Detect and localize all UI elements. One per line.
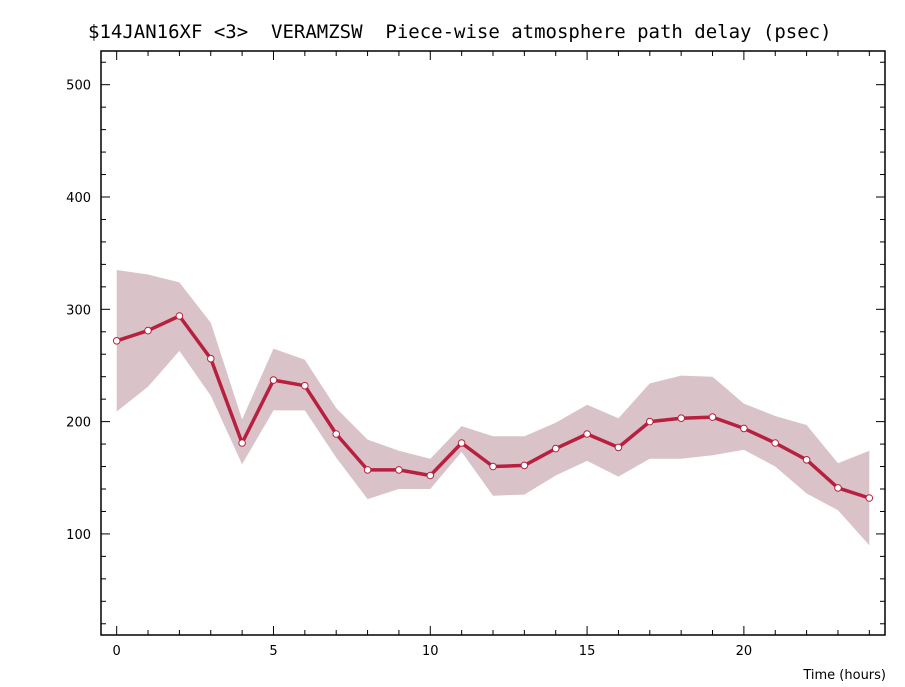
data-point: [646, 417, 654, 426]
x-axis-label: Time (hours): [802, 668, 886, 683]
data-point: [865, 494, 874, 502]
data-point: [583, 430, 591, 438]
data-point: [457, 439, 466, 447]
data-point: [363, 466, 372, 474]
chart-title: $14JAN16XF <3> VERAMZSW Piece-wise atmos…: [88, 21, 832, 43]
y-tick-label: 300: [66, 303, 91, 318]
data-point: [802, 456, 811, 464]
axis-ticks: [101, 51, 885, 635]
series-points-layer: [112, 312, 874, 502]
plot-frame: [100, 50, 886, 636]
data-point: [175, 312, 184, 320]
data-point: [332, 430, 341, 438]
data-point: [269, 376, 278, 384]
y-tick-label: 100: [66, 528, 91, 543]
data-point: [112, 337, 121, 345]
data-point: [551, 444, 560, 453]
x-tick-labels: 0 5 10 15 20: [113, 644, 753, 659]
data-point: [207, 354, 215, 363]
data-point: [834, 484, 842, 492]
data-point: [614, 443, 623, 452]
data-point: [301, 381, 309, 390]
y-tick-label: 400: [66, 191, 91, 206]
error-band: [116, 270, 870, 546]
x-tick-label: 0: [113, 644, 121, 659]
error-band-layer: [116, 270, 870, 546]
data-point: [144, 326, 152, 335]
y-tick-labels: 100 200 300 400 500: [66, 79, 91, 543]
data-point: [740, 424, 748, 433]
data-point: [520, 461, 529, 470]
y-tick-label: 500: [66, 79, 91, 94]
x-tick-label: 20: [736, 644, 753, 659]
data-point: [771, 439, 780, 447]
data-point: [426, 471, 435, 480]
data-point: [489, 462, 497, 471]
x-tick-label: 10: [422, 644, 439, 659]
x-tick-label: 5: [269, 644, 277, 659]
data-point: [395, 466, 403, 474]
data-point: [238, 439, 246, 447]
data-point: [677, 414, 686, 423]
data-point: [708, 413, 717, 421]
y-tick-label: 200: [66, 416, 91, 431]
x-tick-label: 15: [579, 644, 596, 659]
